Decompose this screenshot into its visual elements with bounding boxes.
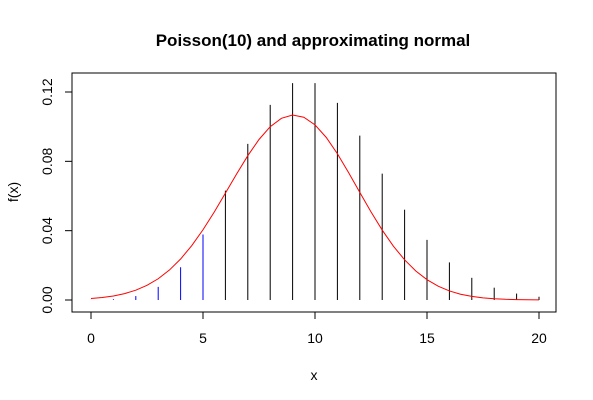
x-axis: 0 5 10 15 20 — [87, 311, 547, 346]
x-tick-label: 10 — [307, 330, 323, 346]
x-axis-label: x — [311, 367, 318, 383]
y-tick-label: 0.00 — [39, 286, 55, 313]
x-tick-label: 5 — [199, 330, 207, 346]
y-tick-label: 0.12 — [39, 78, 55, 105]
plot-frame — [71, 72, 557, 313]
x-tick-label: 15 — [419, 330, 435, 346]
y-tick-label: 0.04 — [39, 217, 55, 244]
x-tick-label: 0 — [87, 330, 95, 346]
chart-title: Poisson(10) and approximating normal — [156, 31, 471, 50]
y-axis-label: f(x) — [5, 182, 21, 202]
y-axis: 0.00 0.04 0.08 0.12 — [39, 78, 73, 314]
normal-curve — [90, 114, 540, 301]
poisson-spikes — [90, 83, 540, 300]
y-tick-label: 0.08 — [39, 147, 55, 174]
x-tick-label: 20 — [531, 330, 547, 346]
